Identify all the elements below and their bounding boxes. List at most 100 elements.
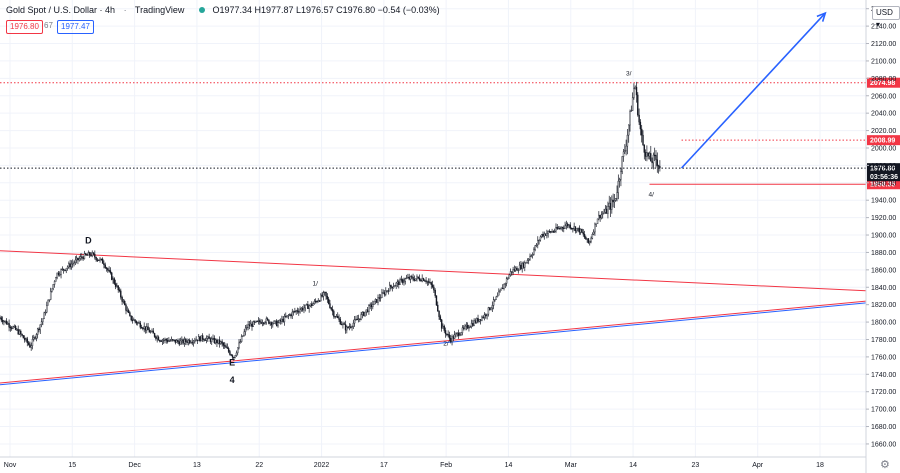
candle-body [31, 339, 34, 346]
candle-body [179, 340, 182, 345]
candle-body [621, 156, 623, 172]
candle-body [52, 284, 54, 289]
candle-body [103, 263, 105, 266]
candle-body [560, 227, 562, 229]
candle-body [412, 276, 414, 280]
candle-body [204, 339, 206, 341]
candle-body [504, 283, 507, 285]
candle-body [386, 290, 388, 292]
candle-body [631, 97, 634, 111]
candle-body [368, 305, 370, 313]
candle-body [626, 134, 629, 147]
settings-gear-icon[interactable]: ⚙ [880, 459, 890, 471]
candle-body [372, 304, 374, 308]
wave-labels: D E 4 1/2/3/4/ [85, 71, 654, 385]
candle-body [512, 269, 514, 273]
candle-body [611, 199, 613, 210]
candle-body [352, 322, 355, 327]
candle-body [13, 326, 15, 328]
candle-body [96, 259, 99, 261]
candle-body [143, 326, 145, 329]
candle-body [447, 334, 449, 336]
candle-body [479, 319, 482, 321]
candle-body [21, 333, 23, 336]
candle-body [411, 276, 413, 278]
candle-body [77, 257, 79, 261]
price-tick-label: 1880.00 [871, 250, 896, 257]
candle-body [217, 339, 219, 344]
candle-body [483, 314, 486, 318]
candle-body [550, 231, 552, 233]
candle-body [559, 227, 561, 230]
candle-body [55, 277, 57, 282]
candle-body [431, 284, 434, 288]
candle-body [224, 345, 226, 347]
candle-body [225, 345, 227, 348]
candle-body [181, 339, 183, 342]
symbol-title[interactable]: Gold Spot / U.S. Dollar · 4h [6, 5, 116, 15]
ask-price-pill[interactable]: 1977.47 [57, 20, 94, 34]
candle-body [92, 252, 95, 255]
bid-price-pill[interactable]: 1976.80 [6, 20, 43, 34]
time-tick-label: 23 [691, 462, 699, 469]
time-tick-label: Feb [440, 462, 452, 469]
candle-body [466, 324, 469, 329]
candle-body [628, 124, 630, 136]
candle-body [538, 239, 540, 242]
candle-body [417, 276, 419, 279]
candle-body [363, 312, 365, 316]
candle-body [542, 234, 544, 237]
candle-body [203, 339, 205, 341]
candle-body [198, 336, 200, 342]
level-price-tag-label: 2074.98 [870, 80, 895, 87]
candle-body [502, 287, 504, 290]
candle-body [494, 299, 496, 301]
ohlc-values: O1977.34 H1977.87 L1976.57 C1976.80 −0.5… [212, 5, 440, 15]
candle-body [81, 256, 83, 258]
time-axis[interactable]: Nov 15 Dec 13 22 2022 17 Feb 14 Mar 14 23 Apr 18 [0, 456, 866, 469]
candle-body [209, 338, 212, 342]
candle-body [186, 341, 188, 343]
time-tick-label: 14 [505, 462, 513, 469]
candle-body [387, 290, 390, 292]
candle-body [39, 324, 41, 331]
candle-body [620, 171, 622, 180]
price-tick-label: 2000.00 [871, 145, 896, 152]
candle-body [442, 325, 444, 329]
candle-body [51, 288, 53, 292]
candle-body [299, 309, 301, 313]
candle-body [187, 340, 190, 343]
time-tick-label: 2022 [314, 462, 330, 469]
candle-body [643, 144, 646, 153]
candle-body [95, 257, 97, 261]
candle-body [82, 257, 84, 260]
candle-body [487, 307, 490, 315]
candle-body [99, 258, 101, 261]
candle-body [443, 325, 445, 331]
candle-body [333, 311, 335, 317]
candle-body [149, 331, 152, 333]
candle-body [305, 304, 308, 306]
candle-body [268, 319, 270, 324]
candle-body [404, 278, 406, 282]
candle-body [537, 240, 539, 246]
candle-body [242, 335, 244, 337]
candle-body [438, 310, 440, 317]
candle-body [343, 323, 345, 325]
candle-body [609, 202, 612, 210]
trendline-upper-red [0, 250, 867, 292]
wave-label: 1/ [313, 281, 319, 288]
candle-body [576, 228, 578, 232]
candle-body [317, 300, 319, 303]
price-axis[interactable]: 1660.00 1680.00 1700.00 1720.00 1740.00 1760.… [865, 0, 896, 473]
candle-body [383, 292, 386, 295]
candle-body [496, 294, 499, 298]
candle-body [134, 319, 136, 322]
candle-body [168, 340, 170, 342]
currency-button[interactable]: USD ▾ [872, 6, 900, 29]
candle-body [300, 308, 303, 311]
level-price-tag-label: 1976.80 [870, 166, 895, 173]
candle-body [4, 320, 6, 322]
candle-body [518, 264, 521, 271]
